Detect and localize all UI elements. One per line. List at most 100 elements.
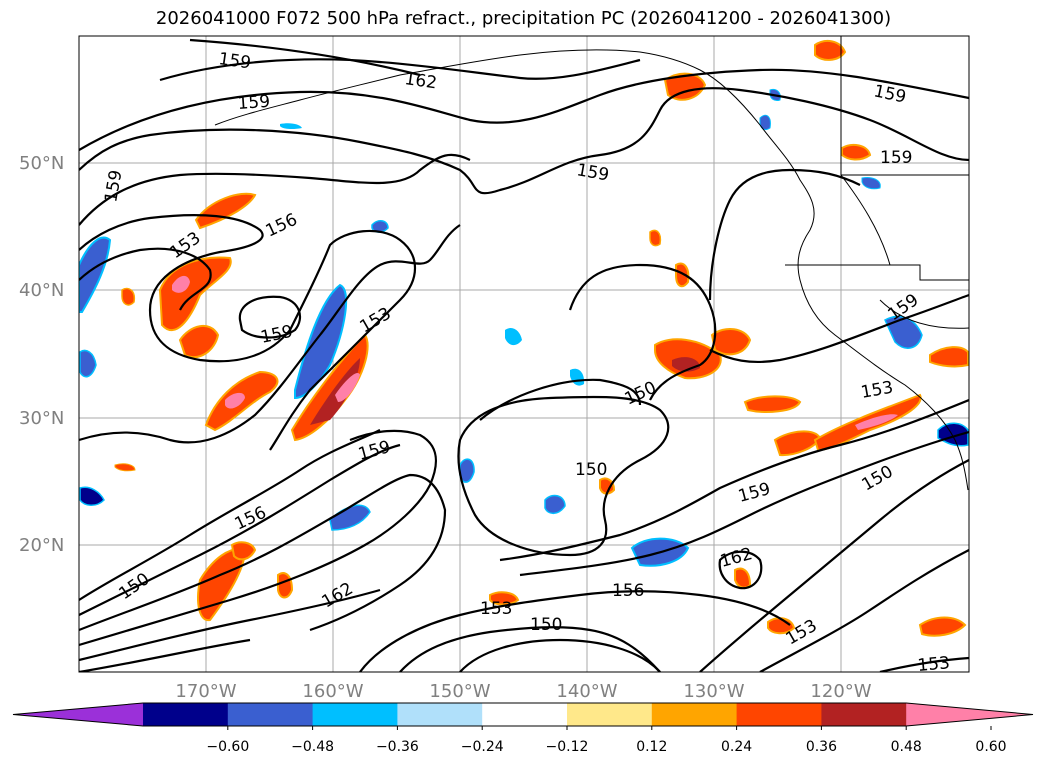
lon-label: 140°W	[556, 681, 617, 702]
precip-positive-area	[675, 262, 690, 288]
contour-line	[79, 429, 438, 647]
plot-frame	[78, 35, 970, 673]
contour-line	[459, 638, 661, 672]
lat-label: 20°N	[19, 535, 64, 556]
colorbar-tick-label: −0.24	[461, 739, 504, 755]
precip-positive-area	[841, 143, 872, 161]
lon-label: 150°W	[429, 681, 490, 702]
lon-label: 120°W	[810, 681, 871, 702]
precip-negative-area	[79, 236, 112, 313]
colorbar-segment	[312, 703, 398, 726]
lon-label: 160°W	[302, 681, 363, 702]
colorbar-segment	[736, 703, 822, 726]
contour-line	[457, 395, 670, 557]
colorbar: −0.60 −0.48 −0.36 −0.24 −0.12 0.12 0.24 0.36 0.4…	[12, 702, 1034, 755]
precip-negative-area	[861, 177, 881, 190]
precip-positive-area	[734, 567, 752, 589]
precip-positive-area	[929, 346, 969, 368]
coastlines	[214, 36, 969, 491]
colorbar-tick-label: −0.12	[546, 739, 589, 755]
contour-line	[79, 588, 381, 662]
contour-label: 159	[217, 49, 252, 73]
precip-negative-area	[544, 494, 566, 515]
colorbar-segment	[482, 703, 568, 726]
colorbar-outline	[12, 702, 1034, 727]
contour-line	[79, 473, 447, 632]
lat-label: 50°N	[19, 153, 64, 174]
precip-negative-area	[505, 328, 522, 346]
contour-line	[759, 549, 969, 672]
latitude-labels: 50°N 40°N 30°N 20°N	[19, 153, 64, 556]
precip-positive-area	[230, 541, 257, 561]
contour-label: 162	[403, 69, 438, 93]
contour-label: 153	[480, 599, 512, 619]
contour-line	[79, 638, 251, 672]
colorbar-tick-label: −0.48	[291, 739, 334, 755]
colorbar-extend-min	[13, 703, 143, 726]
precip-positive-area	[194, 192, 257, 230]
contour-line	[79, 247, 212, 311]
contour-line	[359, 590, 791, 672]
colorbar-tick-label: 0.12	[636, 739, 667, 755]
colorbar-extend-max	[906, 703, 1033, 726]
colorbar-segment	[821, 703, 907, 726]
contour-line	[708, 168, 861, 301]
colorbar-segment	[397, 703, 483, 726]
lat-label: 30°N	[19, 408, 64, 429]
precip-positive-area	[197, 548, 247, 622]
lon-label: 130°W	[683, 681, 744, 702]
precip-negative-area	[79, 486, 105, 506]
precip-positive-area	[178, 325, 220, 358]
precip-positive-area	[290, 333, 369, 442]
colorbar-tick-label: 0.36	[806, 739, 837, 755]
precip-positive-area	[663, 72, 707, 101]
contour-label: 150	[575, 460, 607, 480]
contour-line	[159, 58, 641, 82]
precip-positive-area	[121, 287, 136, 306]
contour-line	[519, 430, 969, 577]
precip-positive-area	[855, 414, 898, 430]
precip-negative-area	[79, 349, 97, 378]
precip-positive-area	[277, 572, 294, 599]
contour-label: 159	[880, 148, 912, 168]
contour-line	[718, 550, 763, 590]
precip-shading	[79, 39, 969, 637]
contour-line	[568, 263, 717, 401]
precip-negative-area	[884, 315, 923, 349]
contour-line	[79, 224, 461, 444]
contour-line	[709, 293, 969, 364]
precip-positive-area	[918, 616, 967, 637]
precip-positive-area	[599, 477, 616, 495]
contour-line	[79, 87, 969, 195]
contour-line	[399, 626, 661, 672]
precip-positive-area	[743, 395, 802, 413]
precip-positive-area	[649, 229, 662, 247]
precip-positive-area	[710, 328, 752, 356]
colorbar-segment	[227, 703, 314, 726]
longitude-labels: 170°W 160°W 150°W 140°W 130°W 120°W	[175, 681, 871, 702]
precip-positive-area	[172, 275, 190, 293]
precip-positive-area	[225, 392, 245, 409]
colorbar-segment	[651, 703, 738, 726]
precip-positive-area	[489, 591, 520, 606]
precip-positive-area	[335, 372, 360, 402]
colorbar-segment	[567, 703, 653, 726]
refractivity-contours	[79, 38, 969, 672]
lat-label: 40°N	[19, 280, 64, 301]
contour-line	[79, 443, 401, 616]
contour-line	[79, 429, 381, 601]
contour-line	[79, 68, 969, 151]
lon-label: 170°W	[175, 681, 236, 702]
contour-line	[189, 38, 421, 77]
colorbar-tick-label: 0.48	[891, 739, 922, 755]
contour-label: 150	[530, 615, 562, 635]
colorbar-tick-label: 0.24	[721, 739, 752, 755]
contour-line	[79, 153, 471, 226]
colorbar-tick-label: 0.60	[975, 739, 1006, 755]
colorbar-segment	[143, 703, 229, 726]
precip-negative-area	[280, 123, 302, 130]
precip-positive-area	[114, 463, 136, 472]
contour-line	[699, 459, 969, 672]
contour-line	[499, 398, 969, 562]
precip-positive-area	[310, 358, 360, 425]
